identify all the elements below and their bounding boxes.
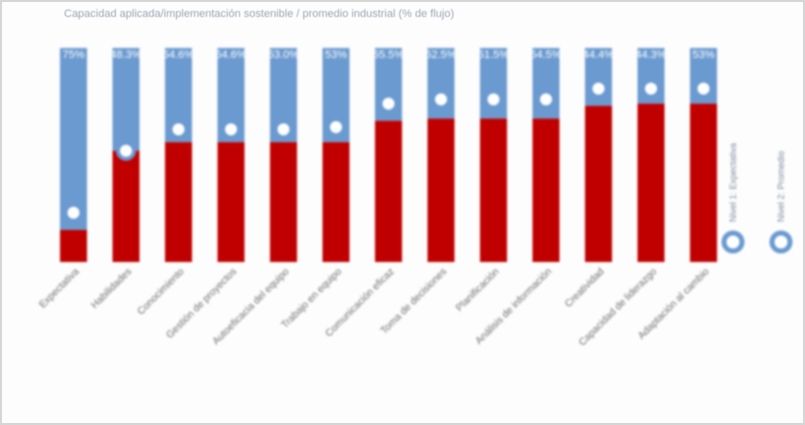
legend-marker	[769, 230, 793, 254]
bar-value-label: 54.6%	[215, 49, 246, 61]
bar-bottom-segment	[427, 118, 455, 263]
marker-point	[536, 89, 556, 110]
marker-point	[221, 119, 241, 140]
bar-value-label: 48.3%	[110, 49, 141, 61]
bar-bottom-segment	[217, 142, 245, 262]
bar-top-segment	[112, 48, 140, 151]
category-label: Habilidades	[89, 266, 134, 311]
bar-bottom-segment	[270, 142, 297, 262]
bar-value-label: 53%	[692, 49, 714, 61]
marker-point	[168, 119, 189, 140]
bar-bottom-segment	[532, 118, 560, 263]
marker-point	[326, 117, 346, 138]
marker-point	[641, 78, 661, 99]
bar-bottom-segment	[165, 142, 192, 262]
marker-point	[273, 119, 294, 140]
bar-bottom-segment	[585, 105, 612, 262]
marker-point	[63, 202, 84, 223]
bar-value-label: 55.5%	[373, 49, 404, 61]
bar-bottom-segment	[480, 118, 507, 263]
bar-bottom-segment	[322, 142, 350, 262]
bar-value-label: 44.4%	[583, 49, 614, 61]
bar-bottom-segment	[637, 103, 665, 262]
legend-marker	[721, 230, 745, 254]
bar-value-label: 54.5%	[530, 49, 561, 61]
bar-value-label: 51.5%	[478, 49, 509, 61]
bar-bottom-segment	[60, 229, 87, 262]
bar-value-label: 54.6%	[163, 49, 194, 61]
category-label: Planificación	[454, 266, 501, 313]
bars-group: 75% Expectativa 48.3% Habilidades 54.6% Conoc…	[37, 48, 793, 348]
bar-bottom-segment	[375, 120, 402, 262]
marker-point	[588, 78, 609, 99]
legend-label: Nivel 1: Expectativa	[728, 143, 738, 222]
category-label: Creatividad	[563, 266, 607, 310]
marker-point	[378, 93, 399, 114]
chart-title: Capacidad aplicada/implementación sosten…	[64, 8, 455, 20]
legend-label: Nivel 2: Promedio	[776, 151, 786, 222]
category-label: Conocimiento	[136, 266, 187, 317]
category-label: Expectativa	[37, 266, 82, 311]
bar-value-label: 75%	[62, 49, 84, 61]
bar-bottom-segment	[112, 150, 140, 262]
marker-point	[693, 78, 714, 99]
bar-value-label: 53%	[325, 49, 347, 61]
marker-point	[431, 89, 451, 110]
bar-value-label: 52.5%	[425, 49, 456, 61]
bar-value-label: 44.3%	[635, 49, 666, 61]
marker-point	[483, 89, 504, 110]
bar-bottom-segment	[690, 103, 717, 262]
bar-top-segment	[60, 48, 87, 230]
marker-point	[116, 140, 136, 161]
bar-value-label: 53.0%	[268, 49, 299, 61]
